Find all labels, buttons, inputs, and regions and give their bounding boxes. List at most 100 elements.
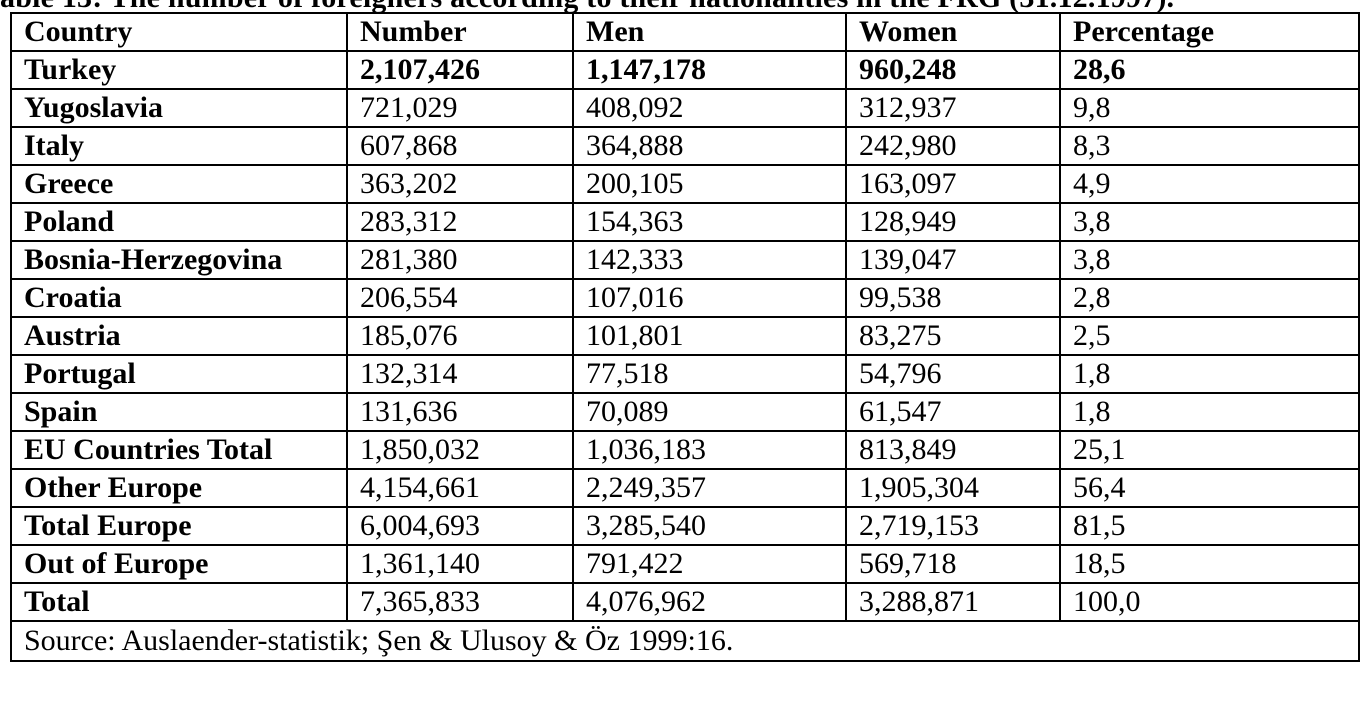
country-cell: Croatia (10, 278, 348, 318)
men-cell: 1,036,183 (572, 430, 847, 470)
percentage-cell: 1,8 (1059, 392, 1360, 432)
men-cell: 77,518 (572, 354, 847, 394)
header-women: Women (845, 12, 1061, 52)
women-cell: 99,538 (845, 278, 1061, 318)
header-number: Number (346, 12, 574, 52)
table-row: Other Europe 4,154,661 2,249,357 1,905,3… (10, 468, 1360, 508)
country-cell: Yugoslavia (10, 88, 348, 128)
table-row: Austria 185,076 101,801 83,275 2,5 (10, 316, 1360, 356)
number-cell: 283,312 (346, 202, 574, 242)
men-cell: 364,888 (572, 126, 847, 166)
percentage-cell: 2,8 (1059, 278, 1360, 318)
country-cell: Bosnia-Herzegovina (10, 240, 348, 280)
percentage-cell: 28,6 (1059, 50, 1360, 90)
table-row: Bosnia-Herzegovina 281,380 142,333 139,0… (10, 240, 1360, 280)
source-row: Source: Auslaender-statistik; Şen & Ulus… (10, 620, 1360, 662)
number-cell: 363,202 (346, 164, 574, 204)
percentage-cell: 25,1 (1059, 430, 1360, 470)
table-header-row: Country Number Men Women Percentage (10, 12, 1360, 52)
percentage-cell: 56,4 (1059, 468, 1360, 508)
men-cell: 4,076,962 (572, 582, 847, 622)
country-cell: Total Europe (10, 506, 348, 546)
men-cell: 101,801 (572, 316, 847, 356)
country-cell: EU Countries Total (10, 430, 348, 470)
percentage-cell: 4,9 (1059, 164, 1360, 204)
men-cell: 408,092 (572, 88, 847, 128)
number-cell: 2,107,426 (346, 50, 574, 90)
header-men: Men (572, 12, 847, 52)
table-row: EU Countries Total 1,850,032 1,036,183 8… (10, 430, 1360, 470)
number-cell: 7,365,833 (346, 582, 574, 622)
foreigners-table: Country Number Men Women Percentage Turk… (10, 12, 1360, 662)
country-cell: Total (10, 582, 348, 622)
percentage-cell: 8,3 (1059, 126, 1360, 166)
header-percentage: Percentage (1059, 12, 1360, 52)
table-row: Poland 283,312 154,363 128,949 3,8 (10, 202, 1360, 242)
women-cell: 242,980 (845, 126, 1061, 166)
women-cell: 3,288,871 (845, 582, 1061, 622)
men-cell: 3,285,540 (572, 506, 847, 546)
women-cell: 312,937 (845, 88, 1061, 128)
country-cell: Out of Europe (10, 544, 348, 584)
number-cell: 6,004,693 (346, 506, 574, 546)
number-cell: 185,076 (346, 316, 574, 356)
men-cell: 107,016 (572, 278, 847, 318)
number-cell: 131,636 (346, 392, 574, 432)
table-row: Italy 607,868 364,888 242,980 8,3 (10, 126, 1360, 166)
percentage-cell: 1,8 (1059, 354, 1360, 394)
number-cell: 132,314 (346, 354, 574, 394)
men-cell: 142,333 (572, 240, 847, 280)
table-row: Yugoslavia 721,029 408,092 312,937 9,8 (10, 88, 1360, 128)
men-cell: 200,105 (572, 164, 847, 204)
women-cell: 1,905,304 (845, 468, 1061, 508)
header-country: Country (10, 12, 348, 52)
men-cell: 791,422 (572, 544, 847, 584)
men-cell: 154,363 (572, 202, 847, 242)
percentage-cell: 100,0 (1059, 582, 1360, 622)
women-cell: 139,047 (845, 240, 1061, 280)
table-row: Greece 363,202 200,105 163,097 4,9 (10, 164, 1360, 204)
men-cell: 1,147,178 (572, 50, 847, 90)
women-cell: 83,275 (845, 316, 1061, 356)
table-row: Spain 131,636 70,089 61,547 1,8 (10, 392, 1360, 432)
percentage-cell: 81,5 (1059, 506, 1360, 546)
country-cell: Italy (10, 126, 348, 166)
country-cell: Greece (10, 164, 348, 204)
percentage-cell: 9,8 (1059, 88, 1360, 128)
women-cell: 61,547 (845, 392, 1061, 432)
number-cell: 1,850,032 (346, 430, 574, 470)
source-note: Source: Auslaender-statistik; Şen & Ulus… (10, 620, 1360, 662)
women-cell: 960,248 (845, 50, 1061, 90)
number-cell: 721,029 (346, 88, 574, 128)
number-cell: 1,361,140 (346, 544, 574, 584)
table-row: Total 7,365,833 4,076,962 3,288,871 100,… (10, 582, 1360, 622)
women-cell: 569,718 (845, 544, 1061, 584)
number-cell: 4,154,661 (346, 468, 574, 508)
country-cell: Poland (10, 202, 348, 242)
table-row: Out of Europe 1,361,140 791,422 569,718 … (10, 544, 1360, 584)
men-cell: 2,249,357 (572, 468, 847, 508)
women-cell: 813,849 (845, 430, 1061, 470)
table-row: Turkey 2,107,426 1,147,178 960,248 28,6 (10, 50, 1360, 90)
country-cell: Spain (10, 392, 348, 432)
table-row: Total Europe 6,004,693 3,285,540 2,719,1… (10, 506, 1360, 546)
country-cell: Portugal (10, 354, 348, 394)
number-cell: 206,554 (346, 278, 574, 318)
country-cell: Austria (10, 316, 348, 356)
women-cell: 54,796 (845, 354, 1061, 394)
country-cell: Turkey (10, 50, 348, 90)
number-cell: 607,868 (346, 126, 574, 166)
percentage-cell: 3,8 (1059, 202, 1360, 242)
table-caption: able 13: The number of foreigners accord… (0, 0, 1174, 13)
women-cell: 163,097 (845, 164, 1061, 204)
women-cell: 128,949 (845, 202, 1061, 242)
table-row: Portugal 132,314 77,518 54,796 1,8 (10, 354, 1360, 394)
country-cell: Other Europe (10, 468, 348, 508)
table-row: Croatia 206,554 107,016 99,538 2,8 (10, 278, 1360, 318)
percentage-cell: 3,8 (1059, 240, 1360, 280)
men-cell: 70,089 (572, 392, 847, 432)
percentage-cell: 18,5 (1059, 544, 1360, 584)
number-cell: 281,380 (346, 240, 574, 280)
women-cell: 2,719,153 (845, 506, 1061, 546)
percentage-cell: 2,5 (1059, 316, 1360, 356)
